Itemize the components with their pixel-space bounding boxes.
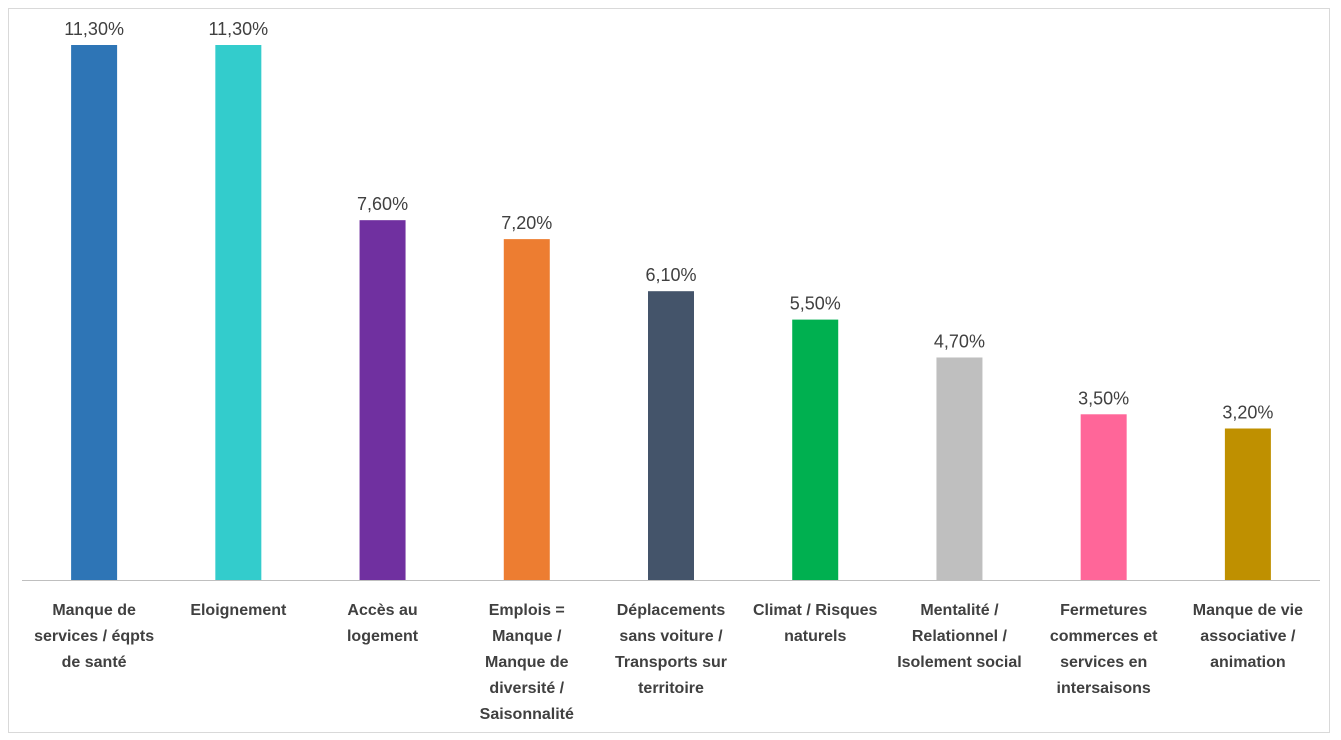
data-label-1: 11,30% bbox=[64, 19, 124, 39]
chart-frame bbox=[8, 8, 1330, 733]
data-label-7: 4,70% bbox=[934, 331, 985, 351]
category-label-8: Fermetures commerces et services en intersa… bbox=[1050, 602, 1158, 697]
bar-4 bbox=[503, 239, 550, 580]
data-label-5: 6,10% bbox=[645, 265, 696, 285]
category-label-9: Manque de vie associative / animation bbox=[1193, 602, 1303, 671]
category-label-3: Accès au logement bbox=[347, 602, 419, 645]
bar-3 bbox=[359, 220, 406, 580]
bar-6 bbox=[792, 319, 839, 580]
data-label-2: 11,30% bbox=[208, 19, 268, 39]
bar-5 bbox=[648, 291, 694, 580]
bar-8 bbox=[1080, 414, 1127, 580]
category-label-1: Manque de services / éqpts de santé bbox=[34, 602, 154, 671]
data-label-9: 3,20% bbox=[1222, 402, 1273, 422]
bar-9 bbox=[1224, 428, 1271, 580]
data-label-8: 3,50% bbox=[1078, 388, 1129, 408]
category-label-7: Mentalité / Relationnel / Isolement social bbox=[897, 602, 1022, 671]
data-label-3: 7,60% bbox=[357, 194, 408, 214]
bar-2 bbox=[215, 45, 262, 580]
bar-1 bbox=[71, 45, 118, 580]
data-label-6: 5,50% bbox=[790, 294, 841, 314]
category-label-6: Climat / Risques naturels bbox=[753, 602, 878, 645]
data-label-4: 7,20% bbox=[501, 213, 552, 233]
category-label-2: Eloignement bbox=[190, 602, 287, 619]
bar-7 bbox=[936, 357, 983, 580]
category-label-4: Emplois = Manque / Manque de diversité / Sai… bbox=[480, 602, 574, 723]
category-label-5: Déplacements sans voiture / Transports sur… bbox=[615, 602, 727, 697]
